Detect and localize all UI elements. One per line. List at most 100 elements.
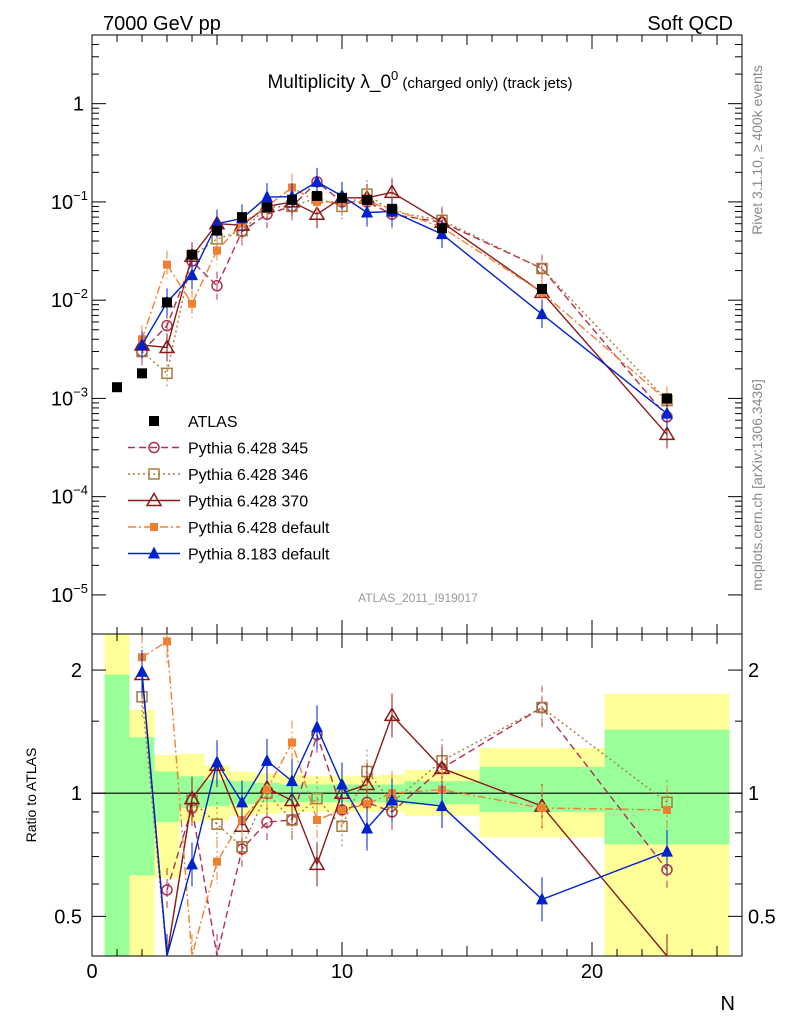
legend-marker bbox=[145, 492, 163, 507]
legend: ATLAS Pythia 6.428 345 Pythia 6.428 346 Pyt… bbox=[128, 414, 330, 564]
data-point bbox=[287, 194, 297, 205]
data-point bbox=[137, 368, 147, 379]
ratio-point bbox=[213, 857, 221, 866]
y-tick-label: 10−4 bbox=[51, 483, 88, 509]
legend-marker bbox=[148, 441, 160, 454]
legend-label: ATLAS bbox=[188, 414, 238, 431]
data-point bbox=[313, 197, 321, 206]
process-label: Soft QCD bbox=[647, 13, 733, 35]
ratio-point bbox=[538, 804, 546, 813]
ratio-line bbox=[141, 696, 668, 957]
ratio-line bbox=[141, 674, 668, 957]
main-series-group bbox=[112, 167, 676, 449]
ratio-point bbox=[436, 799, 448, 812]
ratio-y-tick-label-right: 1 bbox=[748, 783, 759, 805]
ratio-point bbox=[661, 844, 673, 857]
ratio-point bbox=[161, 884, 173, 896]
data-point bbox=[163, 260, 171, 269]
ratio-point bbox=[336, 777, 348, 790]
source-label: mcplots.cern.ch [arXiv:1306.3436] bbox=[749, 379, 765, 591]
ratio-point bbox=[211, 755, 223, 768]
ratio-point bbox=[361, 821, 373, 834]
ratio-series-group bbox=[133, 634, 673, 957]
plot-title: Multiplicity λ_00 (charged only) (track … bbox=[267, 68, 572, 93]
data-point bbox=[361, 205, 373, 218]
uncertainty-band-green bbox=[154, 771, 180, 823]
y-axis-label-ratio: Ratio to ATLAS bbox=[23, 748, 39, 843]
analysis-id: ATLAS_2011_I919017 bbox=[358, 591, 478, 605]
ratio-point bbox=[283, 791, 301, 807]
data-point bbox=[211, 280, 223, 292]
data-point bbox=[162, 297, 172, 308]
legend-marker bbox=[149, 416, 159, 426]
ratio-point bbox=[536, 892, 548, 905]
series-pythia-6-428-345 bbox=[136, 167, 673, 431]
ratio-y-tick-label: 2 bbox=[71, 660, 82, 682]
ratio-point bbox=[263, 785, 271, 794]
ratio-point bbox=[261, 753, 273, 766]
ratio-pythia-8-183-default bbox=[136, 649, 673, 957]
x-tick-label: 10 bbox=[331, 961, 353, 983]
data-point bbox=[262, 202, 272, 213]
data-point bbox=[158, 338, 176, 354]
y-tick-label: 10−3 bbox=[51, 384, 88, 410]
y-tick-label: 10−1 bbox=[51, 188, 88, 214]
ratio-y-tick-label-right: 2 bbox=[748, 660, 759, 682]
ratio-point bbox=[211, 818, 223, 830]
ratio-point bbox=[338, 805, 346, 814]
ratio-point bbox=[236, 795, 248, 808]
y-tick-label: 10−5 bbox=[51, 581, 88, 607]
y-tick-label: 1 bbox=[73, 94, 84, 116]
uncertainty-band-green bbox=[129, 737, 155, 876]
ratio-point bbox=[261, 816, 273, 828]
main-axes: 1 10−1 10−2 10−3 10−4 10−5 bbox=[51, 34, 742, 634]
series-atlas bbox=[112, 190, 672, 404]
legend-label: Pythia 6.428 346 bbox=[188, 467, 308, 484]
data-point bbox=[437, 223, 447, 234]
x-axis-label: N bbox=[721, 993, 735, 1015]
legend-label: Pythia 8.183 default bbox=[188, 547, 330, 564]
data-point bbox=[387, 203, 397, 214]
x-tick-label: 20 bbox=[581, 961, 603, 983]
series-pythia-6-428-370 bbox=[133, 178, 676, 449]
data-point bbox=[662, 393, 672, 404]
x-tick-label: 0 bbox=[86, 961, 97, 983]
ratio-point bbox=[663, 805, 671, 814]
data-point bbox=[308, 205, 326, 220]
data-point bbox=[537, 283, 547, 294]
data-point bbox=[311, 174, 323, 187]
data-point bbox=[188, 299, 196, 308]
legend-marker bbox=[148, 546, 160, 559]
ratio-point bbox=[311, 720, 323, 733]
legend-label: Pythia 6.428 370 bbox=[188, 494, 308, 511]
ratio-point bbox=[163, 637, 171, 646]
y-tick-label: 10−2 bbox=[51, 286, 88, 312]
data-point bbox=[362, 194, 372, 205]
series-line bbox=[141, 181, 668, 415]
ratio-point bbox=[363, 800, 371, 809]
data-point bbox=[112, 382, 122, 393]
ratio-axes: 0.5 0.51 12 20 10 20 bbox=[54, 634, 776, 983]
ratio-point bbox=[383, 706, 401, 722]
data-point bbox=[261, 190, 273, 203]
ratio-y-tick-label-right: 0.5 bbox=[748, 906, 776, 928]
uncertainty-band-green bbox=[104, 674, 130, 956]
ratio-point bbox=[536, 701, 548, 714]
data-point bbox=[213, 246, 221, 255]
main-panel-frame bbox=[91, 34, 743, 635]
data-point bbox=[661, 406, 673, 419]
series-pythia-6-428-default bbox=[138, 173, 671, 415]
legend-marker bbox=[150, 523, 158, 531]
data-point bbox=[337, 192, 347, 203]
ratio-line bbox=[141, 640, 668, 957]
data-point bbox=[161, 319, 173, 332]
legend-marker bbox=[148, 468, 160, 480]
data-point bbox=[658, 425, 676, 441]
ratio-point bbox=[286, 774, 298, 787]
ratio-line bbox=[141, 671, 668, 957]
data-point bbox=[212, 225, 222, 236]
data-point bbox=[536, 307, 548, 320]
ratio-y-tick-label: 0.5 bbox=[54, 906, 82, 928]
ratio-point bbox=[308, 855, 326, 871]
